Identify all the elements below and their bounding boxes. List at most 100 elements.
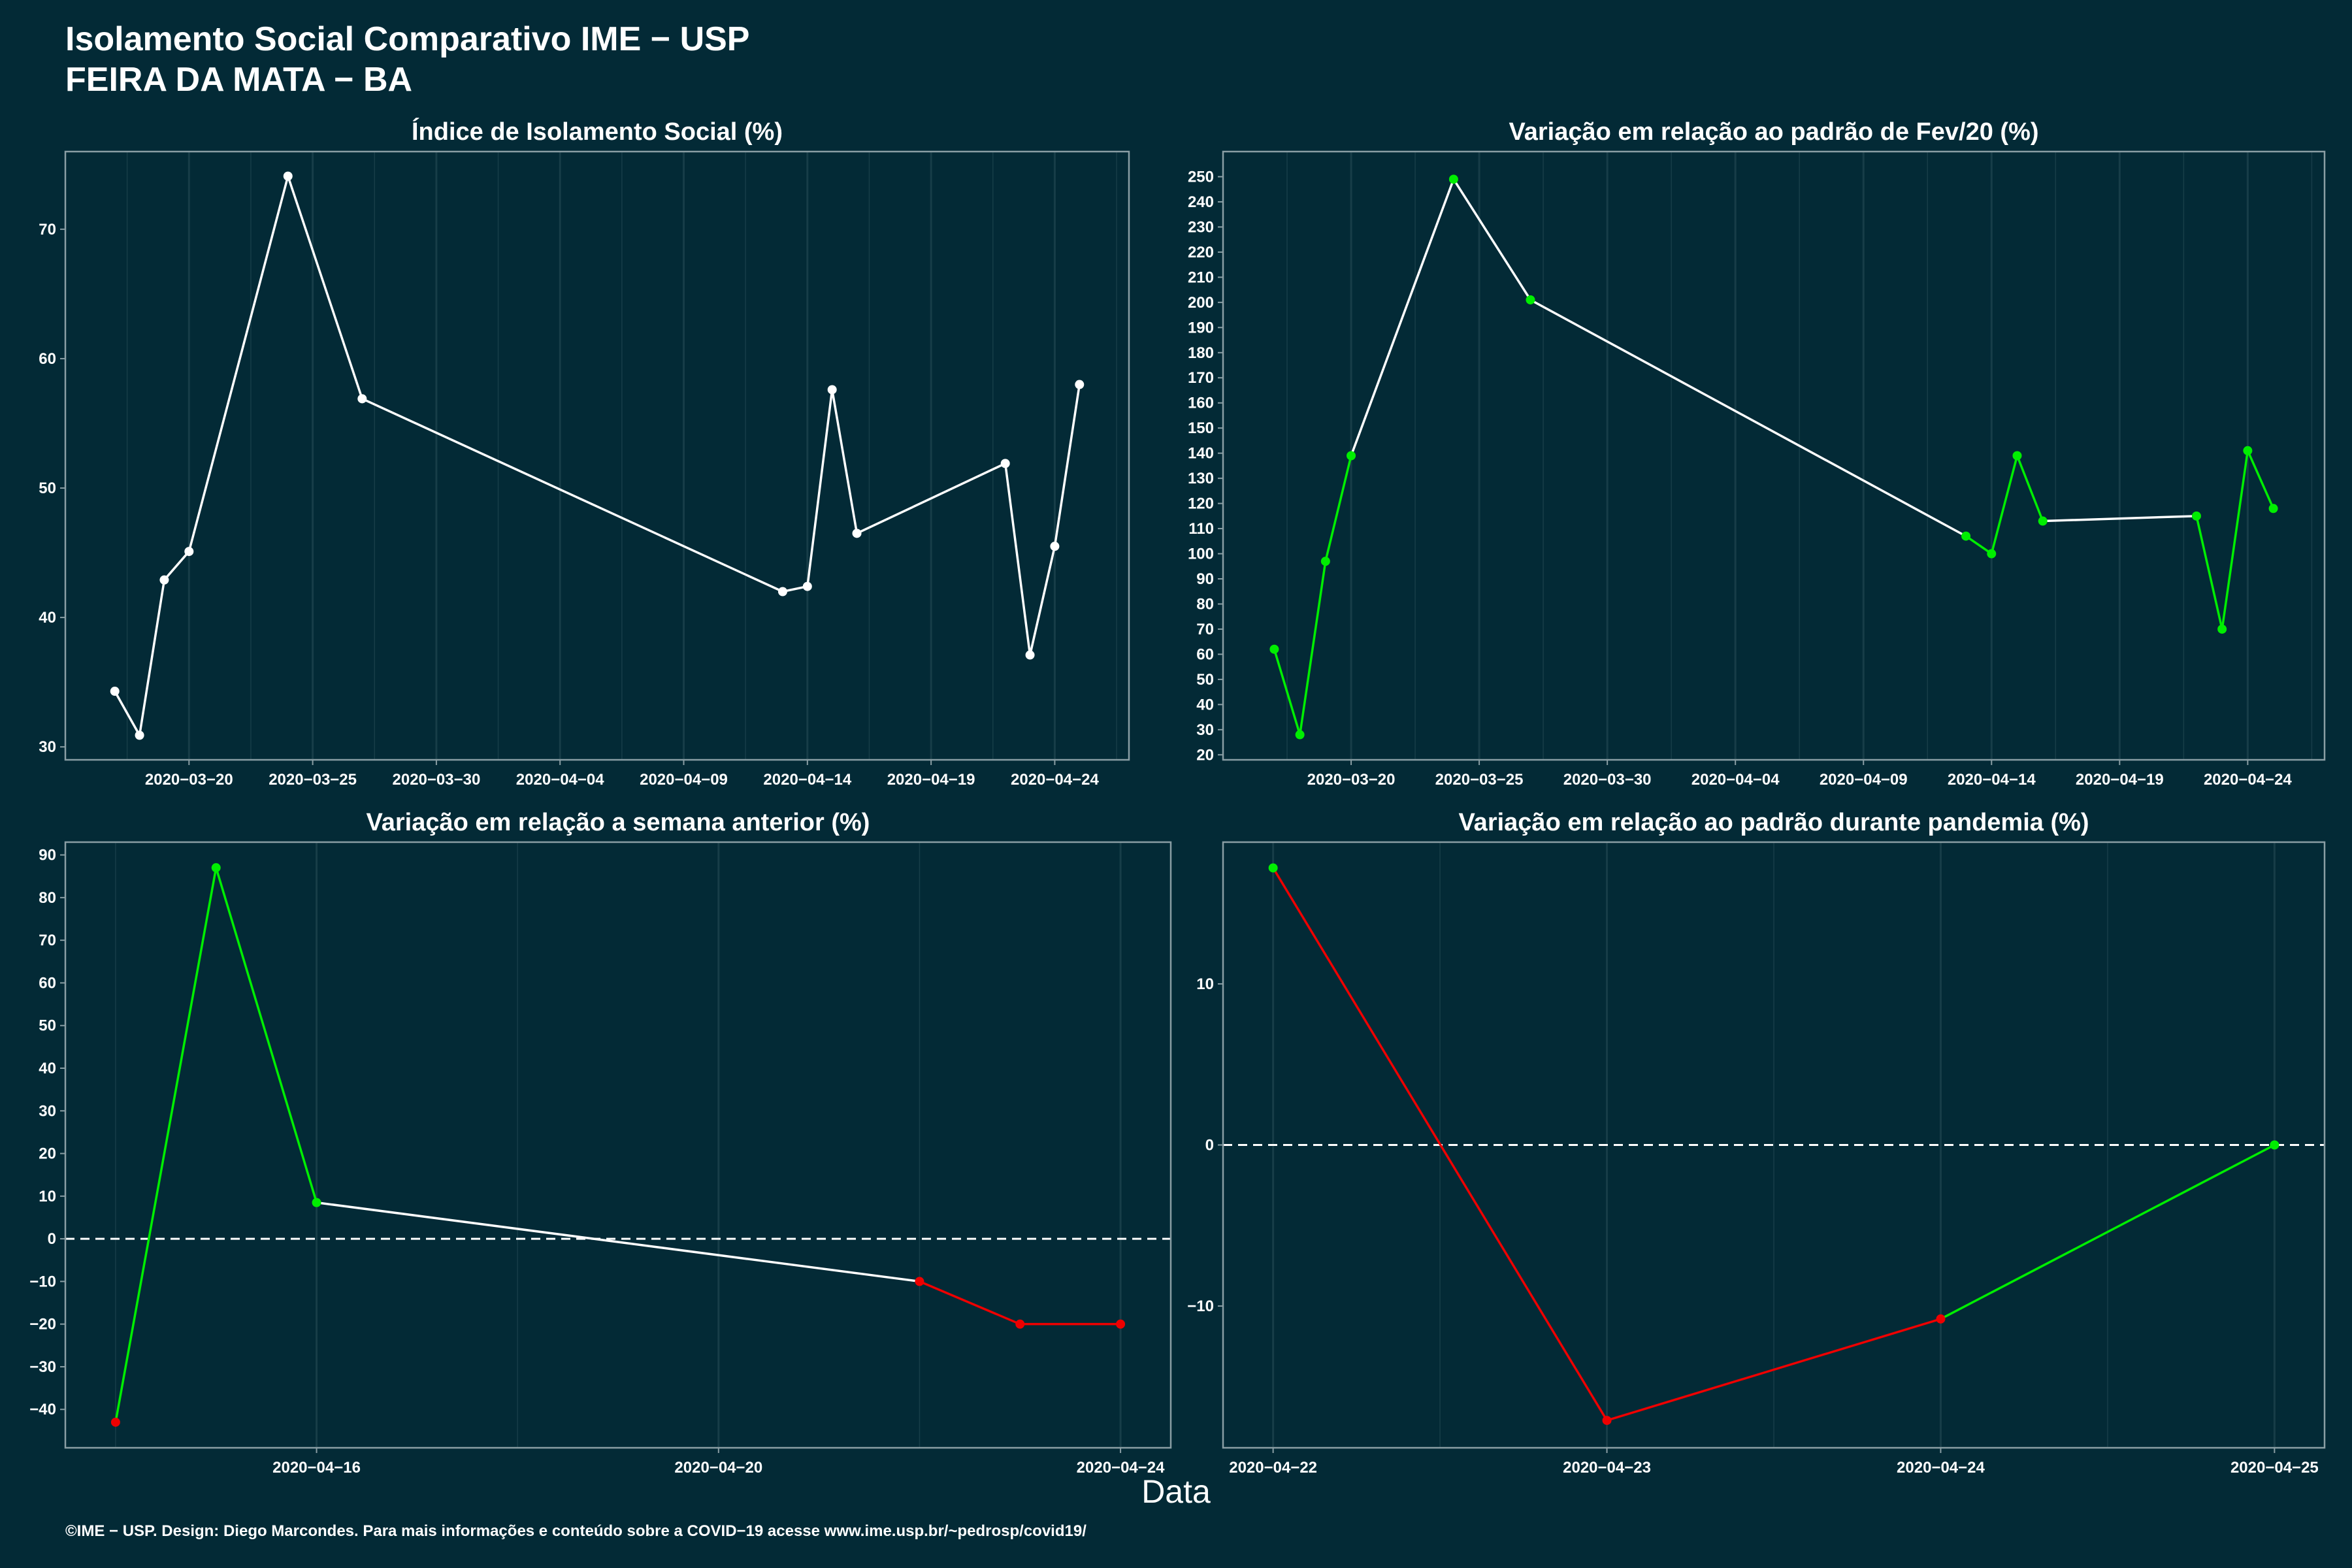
data-point (312, 1198, 321, 1207)
plot-frame (64, 841, 1172, 1449)
data-point (184, 547, 194, 557)
x-tick-label: 2020−04−24 (1011, 771, 1099, 789)
x-tick-label: 2020−04−09 (640, 771, 728, 789)
y-tick-label: 10 (1196, 975, 1214, 993)
y-tick-label: 30 (39, 1102, 56, 1120)
series-line-segment (1324, 454, 1352, 563)
series-line-segment (1053, 383, 1081, 547)
series-line-segment (188, 174, 289, 553)
series-line-segment (2246, 449, 2275, 510)
data-point (1347, 451, 1356, 461)
y-tick-label: 110 (1188, 520, 1214, 538)
y-tick-label: 80 (1196, 595, 1214, 613)
data-point (1320, 557, 1330, 566)
series-line-segment (1028, 545, 1056, 657)
y-tick-label: 50 (39, 1017, 56, 1035)
y-tick-label: 150 (1188, 419, 1214, 437)
y-tick-label: 130 (1188, 470, 1214, 487)
data-point (1526, 295, 1535, 304)
x-tick-label: 2020−03−30 (393, 771, 481, 789)
data-point (135, 730, 144, 740)
y-tick-label: 210 (1188, 269, 1214, 286)
data-point (777, 587, 787, 596)
y-tick-label: 70 (39, 932, 56, 949)
data-point (1000, 459, 1010, 468)
y-tick-label: 230 (1188, 218, 1214, 236)
data-point (2038, 516, 2048, 526)
y-tick-label: 60 (1196, 645, 1214, 663)
series-line-segment (2041, 515, 2198, 523)
x-tick-label: 2020−04−22 (1229, 1459, 1317, 1477)
data-point (827, 385, 837, 395)
series-line-segment (214, 866, 318, 1204)
panel-isolation-index: Índice de Isolamento Social (%) 30 40 50 60 7… (39, 117, 1130, 789)
data-point (2217, 624, 2227, 634)
y-tick-label: −10 (29, 1273, 56, 1290)
y-tick-label: 200 (1188, 294, 1214, 312)
series-line-segment (315, 1201, 921, 1283)
series-line-segment (1452, 178, 1532, 301)
y-tick-label: 50 (39, 480, 56, 497)
data-point (357, 394, 367, 404)
series-line-segment (2221, 449, 2249, 630)
data-point (1987, 549, 1997, 559)
data-point (1050, 542, 1060, 551)
y-tick-label: −20 (29, 1316, 56, 1333)
data-point (110, 1417, 120, 1427)
series-line-segment (286, 174, 364, 400)
data-point (1075, 380, 1085, 389)
chart-main-title: Isolamento Social Comparativo IME − USP (65, 20, 750, 58)
data-point (1295, 730, 1305, 740)
y-tick-label: 80 (39, 889, 56, 907)
y-tick-label: 60 (39, 974, 56, 992)
series-line-segment (830, 388, 858, 535)
y-tick-label: 140 (1188, 445, 1214, 463)
x-tick-label: 2020−04−24 (1897, 1459, 1985, 1477)
x-tick-label: 2020−04−20 (674, 1459, 762, 1477)
chart-subtitle-location: FEIRA DA MATA − BA (65, 61, 413, 99)
data-point (1448, 174, 1458, 184)
y-tick-label: −30 (29, 1358, 56, 1376)
panel-title: Variação em relação ao padrão de Fev/20 … (1509, 118, 2038, 146)
x-tick-label: 2020−03−20 (145, 771, 233, 789)
series-line-segment (1004, 462, 1032, 657)
panel-title: Variação em relação ao padrão durante pa… (1458, 809, 2089, 836)
series-line-segment (918, 1280, 1022, 1326)
data-point (1268, 863, 1278, 873)
data-point (159, 575, 169, 585)
y-tick-label: 170 (1188, 369, 1214, 387)
y-tick-label: −40 (29, 1401, 56, 1418)
y-tick-label: 40 (39, 609, 56, 627)
data-point (110, 687, 120, 696)
y-tick-label: 90 (39, 847, 56, 864)
y-tick-label: 70 (1196, 621, 1214, 638)
y-tick-label: 20 (39, 1145, 56, 1163)
x-tick-label: 2020−04−09 (1820, 771, 1908, 789)
x-tick-label: 2020−04−04 (1691, 771, 1780, 789)
data-point (2243, 446, 2253, 455)
data-point (2270, 1140, 2279, 1150)
data-point (802, 581, 812, 591)
y-tick-label: 10 (39, 1188, 56, 1205)
x-tick-label: 2020−04−14 (1948, 771, 2036, 789)
data-point (1116, 1319, 1126, 1329)
y-tick-label: 250 (1188, 168, 1214, 186)
series-line-segment (2016, 454, 2044, 523)
y-tick-label: 0 (1205, 1137, 1214, 1154)
series-line-segment (361, 397, 784, 593)
series-line-segment (2195, 515, 2223, 630)
y-tick-label: 50 (1196, 671, 1214, 689)
data-point (2191, 511, 2201, 521)
y-tick-label: 60 (39, 350, 56, 368)
y-tick-label: 30 (39, 738, 56, 756)
series-line-segment (1298, 560, 1327, 736)
data-point (1025, 650, 1035, 660)
data-point (1961, 531, 1971, 541)
x-tick-label: 2020−04−24 (1077, 1459, 1165, 1477)
series-line-segment (855, 462, 1007, 535)
footer-caption: ©IME − USP. Design: Diego Marcondes. Par… (65, 1522, 1086, 1540)
x-tick-label: 2020−04−25 (2230, 1459, 2319, 1477)
series-line-segment (806, 388, 834, 588)
plot-frame (64, 150, 1130, 761)
